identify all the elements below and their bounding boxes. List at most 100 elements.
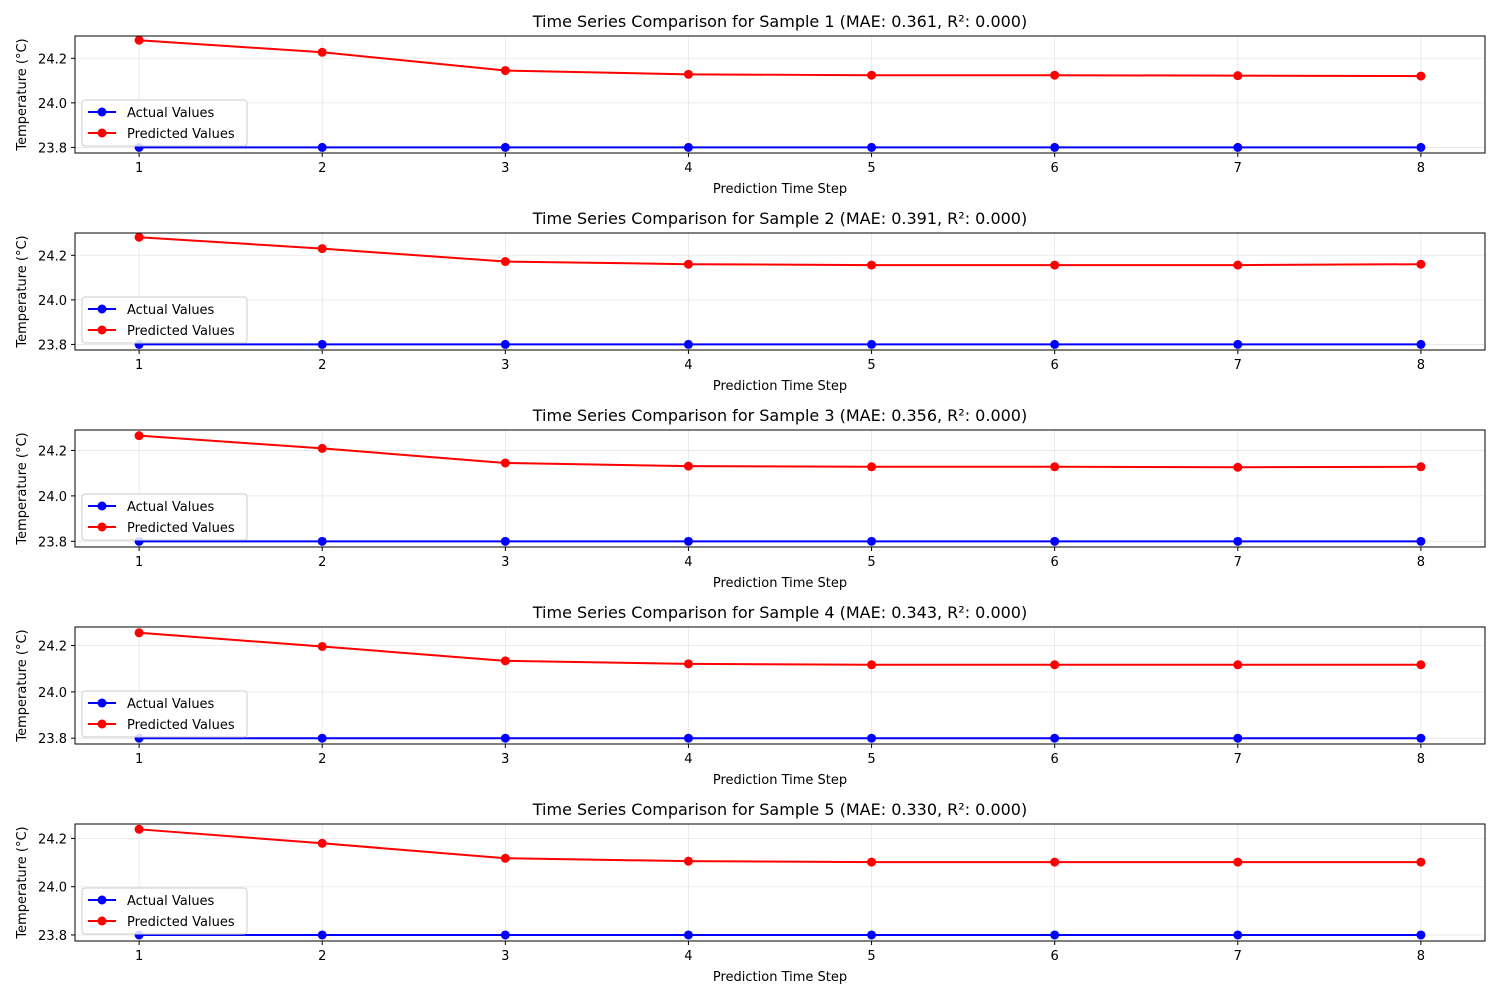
- series-line-predicted: [139, 434, 1421, 469]
- data-point-actual: [1050, 930, 1060, 940]
- data-point-actual: [867, 142, 877, 152]
- x-axis-label: Prediction Time Step: [713, 379, 847, 394]
- x-axis-label: Prediction Time Step: [713, 182, 847, 197]
- x-tick-label: 5: [867, 949, 875, 964]
- legend-swatch-marker: [97, 719, 107, 729]
- legend: Actual Values Predicted Values: [81, 493, 248, 541]
- data-point-predicted: [1416, 71, 1426, 81]
- data-point-actual: [500, 339, 510, 349]
- data-point-actual: [1416, 733, 1426, 743]
- x-tick-label: 5: [867, 752, 875, 767]
- x-tick-label: 8: [1417, 949, 1425, 964]
- legend-entry-label: Predicted Values: [127, 324, 235, 339]
- chart-title: Time Series Comparison for Sample 5 (MAE…: [532, 800, 1027, 819]
- data-point-predicted: [683, 659, 693, 669]
- axes-frame: [74, 232, 1486, 351]
- x-tick-label: 2: [318, 161, 326, 176]
- x-tick-label: 4: [684, 949, 692, 964]
- axes-frame: [74, 35, 1486, 154]
- y-axis-label: Temperature (°C): [15, 826, 30, 939]
- y-tick-label: 23.8: [38, 338, 67, 353]
- x-tick-label: 5: [867, 358, 875, 373]
- data-point-predicted: [500, 458, 510, 468]
- legend-box: [81, 690, 248, 738]
- subplot-4: 1 2 3 4 5 6 7 8 23.8 24.0 24.2 Time Series Comparis…: [15, 603, 1486, 788]
- data-point-actual: [1233, 733, 1243, 743]
- y-axis-label: Temperature (°C): [15, 629, 30, 742]
- data-point-predicted: [1050, 260, 1060, 270]
- legend-box: [81, 296, 248, 344]
- data-point-actual: [1233, 339, 1243, 349]
- data-point-predicted: [867, 260, 877, 270]
- y-tick-label: 24.0: [38, 294, 67, 309]
- series-line-predicted: [139, 39, 1421, 78]
- x-tick-label: 1: [135, 161, 143, 176]
- subplot-3: 1 2 3 4 5 6 7 8 23.8 24.0 24.2 Time Series Comparis…: [15, 406, 1486, 591]
- legend-swatch-marker: [97, 304, 107, 314]
- x-tick-label: 6: [1051, 358, 1059, 373]
- data-point-actual: [1050, 142, 1060, 152]
- y-tick-label: 23.8: [38, 929, 67, 944]
- legend-box: [81, 493, 248, 541]
- y-tick-label: 23.8: [38, 535, 67, 550]
- data-point-actual: [683, 733, 693, 743]
- legend-entry-label: Actual Values: [127, 697, 215, 712]
- data-point-predicted: [500, 853, 510, 863]
- x-tick-label: 3: [501, 161, 509, 176]
- axes-frame: [74, 626, 1486, 745]
- chart-title: Time Series Comparison for Sample 2 (MAE…: [532, 209, 1027, 228]
- y-tick-label: 24.2: [38, 52, 67, 67]
- legend-entry-label: Actual Values: [127, 894, 215, 909]
- legend-box: [81, 99, 248, 147]
- x-tick-label: 7: [1234, 161, 1242, 176]
- data-point-actual: [1416, 536, 1426, 546]
- data-point-predicted: [867, 857, 877, 867]
- y-tick-label: 23.8: [38, 141, 67, 156]
- y-axis-label: Temperature (°C): [15, 432, 30, 545]
- data-point-predicted: [134, 431, 144, 441]
- subplot-1: 1 2 3 4 5 6 7 8 23.8 24.0 24.2 Time Series Comparis…: [15, 12, 1486, 197]
- legend-swatch-marker: [97, 522, 107, 532]
- subplot-2: 1 2 3 4 5 6 7 8 23.8 24.0 24.2 Time Series Comparis…: [15, 209, 1486, 394]
- y-tick-label: 24.0: [38, 490, 67, 505]
- data-point-actual: [500, 733, 510, 743]
- y-tick-label: 23.8: [38, 732, 67, 747]
- x-tick-label: 4: [684, 555, 692, 570]
- y-tick-label: 24.0: [38, 97, 67, 112]
- data-point-actual: [683, 142, 693, 152]
- legend: Actual Values Predicted Values: [81, 296, 248, 344]
- x-tick-label: 2: [318, 752, 326, 767]
- legend-swatch-marker: [97, 501, 107, 511]
- data-point-actual: [867, 536, 877, 546]
- data-point-predicted: [683, 856, 693, 866]
- data-point-actual: [1416, 142, 1426, 152]
- x-tick-label: 3: [501, 555, 509, 570]
- data-point-predicted: [683, 461, 693, 471]
- x-tick-label: 5: [867, 555, 875, 570]
- x-tick-label: 6: [1051, 555, 1059, 570]
- chart-title: Time Series Comparison for Sample 4 (MAE…: [532, 603, 1027, 622]
- data-point-predicted: [134, 232, 144, 242]
- legend-swatch-marker: [97, 698, 107, 708]
- data-point-predicted: [1233, 260, 1243, 270]
- chart-title: Time Series Comparison for Sample 1 (MAE…: [532, 12, 1027, 31]
- data-point-predicted: [867, 462, 877, 472]
- x-tick-label: 4: [684, 752, 692, 767]
- axes-frame: [74, 429, 1486, 548]
- legend-entry-label: Predicted Values: [127, 718, 235, 733]
- x-tick-label: 8: [1417, 752, 1425, 767]
- x-tick-label: 4: [684, 358, 692, 373]
- data-point-predicted: [317, 47, 327, 57]
- data-point-predicted: [683, 259, 693, 269]
- y-tick-label: 24.2: [38, 832, 67, 847]
- data-point-predicted: [1233, 660, 1243, 670]
- legend-swatch-marker: [97, 325, 107, 335]
- data-point-actual: [867, 733, 877, 743]
- data-point-predicted: [134, 35, 144, 45]
- legend-box: [81, 887, 248, 935]
- x-tick-label: 2: [318, 949, 326, 964]
- data-point-actual: [1416, 930, 1426, 940]
- data-point-predicted: [317, 443, 327, 453]
- data-point-predicted: [500, 656, 510, 666]
